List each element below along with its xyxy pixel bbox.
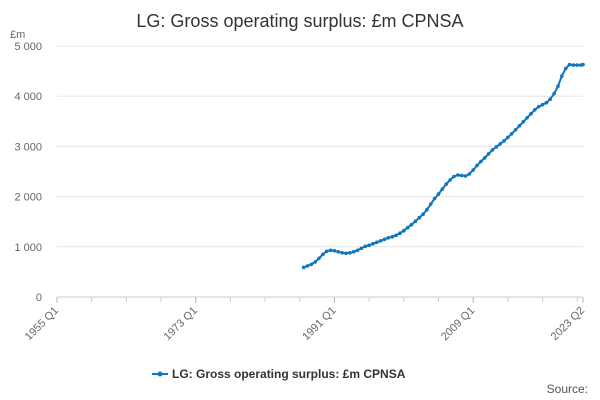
data-point[interactable] bbox=[536, 104, 541, 109]
data-point[interactable] bbox=[378, 239, 383, 243]
data-point[interactable] bbox=[459, 173, 464, 178]
data-point[interactable] bbox=[371, 242, 375, 246]
data-point[interactable] bbox=[309, 262, 314, 267]
data-point[interactable] bbox=[432, 196, 437, 201]
data-point[interactable] bbox=[321, 252, 325, 257]
data-point[interactable] bbox=[402, 228, 406, 233]
data-point[interactable] bbox=[529, 112, 533, 116]
data-point[interactable] bbox=[348, 251, 352, 255]
data-point[interactable] bbox=[513, 128, 518, 132]
data-point[interactable] bbox=[517, 124, 522, 128]
data-point[interactable] bbox=[375, 240, 379, 245]
data-point[interactable] bbox=[363, 244, 368, 249]
data-point[interactable] bbox=[440, 187, 445, 191]
data-point[interactable] bbox=[506, 135, 510, 140]
legend[interactable]: LG: Gross operating surplus: £m CPNSA bbox=[152, 367, 406, 381]
y-tick-label: 1 000 bbox=[14, 242, 42, 254]
x-tick-label: 1991 Q1 bbox=[300, 305, 338, 343]
chart-title: LG: Gross operating surplus: £m CPNSA bbox=[136, 11, 463, 31]
data-point[interactable] bbox=[509, 132, 514, 136]
y-tick-label: 0 bbox=[36, 292, 42, 304]
data-point[interactable] bbox=[533, 108, 537, 112]
data-point[interactable] bbox=[575, 63, 579, 67]
y-tick-label: 5 000 bbox=[14, 41, 42, 53]
data-point[interactable] bbox=[452, 174, 456, 179]
data-point[interactable] bbox=[405, 225, 410, 230]
data-point[interactable] bbox=[490, 148, 495, 152]
data-point[interactable] bbox=[502, 139, 506, 143]
data-point[interactable] bbox=[417, 215, 422, 220]
data-point[interactable] bbox=[479, 159, 483, 164]
source-label: Source: bbox=[547, 382, 588, 396]
gridlines bbox=[57, 45, 583, 248]
x-tick-label: 1955 Q1 bbox=[23, 305, 61, 343]
data-point[interactable] bbox=[548, 97, 552, 101]
data-point[interactable] bbox=[560, 74, 564, 78]
data-point[interactable] bbox=[571, 63, 576, 67]
data-point[interactable] bbox=[475, 163, 479, 168]
data-point[interactable] bbox=[394, 233, 398, 238]
data-point[interactable] bbox=[409, 222, 414, 227]
data-point[interactable] bbox=[521, 120, 526, 124]
data-point[interactable] bbox=[359, 246, 364, 251]
data-point[interactable] bbox=[301, 265, 306, 270]
y-axis-unit-label: £m bbox=[10, 29, 25, 41]
x-tick-label: 1973 Q1 bbox=[162, 305, 200, 343]
data-point[interactable] bbox=[324, 249, 329, 254]
data-point[interactable] bbox=[421, 212, 425, 216]
series-line bbox=[302, 63, 584, 269]
data-point[interactable] bbox=[386, 236, 391, 240]
data-point[interactable] bbox=[398, 231, 402, 235]
legend-series-label: LG: Gross operating surplus: £m CPNSA bbox=[172, 367, 406, 381]
data-point[interactable] bbox=[313, 260, 318, 264]
data-point[interactable] bbox=[471, 168, 476, 172]
y-tick-label: 3 000 bbox=[14, 141, 42, 153]
data-point[interactable] bbox=[444, 182, 449, 186]
data-point[interactable] bbox=[305, 264, 310, 268]
data-point[interactable] bbox=[390, 235, 395, 239]
x-tick-label: 2009 Q1 bbox=[439, 305, 477, 343]
data-point[interactable] bbox=[482, 156, 487, 160]
data-point[interactable] bbox=[328, 248, 333, 253]
data-point[interactable] bbox=[336, 250, 341, 254]
data-point[interactable] bbox=[567, 62, 572, 67]
legend-series-marker bbox=[157, 371, 163, 377]
data-point[interactable] bbox=[556, 84, 560, 88]
data-point[interactable] bbox=[494, 145, 499, 149]
data-point[interactable] bbox=[344, 251, 348, 256]
data-point[interactable] bbox=[340, 251, 345, 255]
data-point[interactable] bbox=[351, 250, 356, 254]
data-point[interactable] bbox=[486, 152, 491, 156]
data-point[interactable] bbox=[581, 62, 585, 67]
data-point[interactable] bbox=[467, 172, 472, 176]
y-tick-label: 4 000 bbox=[14, 91, 42, 103]
data-point[interactable] bbox=[525, 116, 529, 120]
data-point[interactable] bbox=[498, 142, 503, 146]
data-point[interactable] bbox=[544, 100, 549, 105]
data-point[interactable] bbox=[355, 248, 360, 253]
data-point[interactable] bbox=[540, 102, 545, 107]
y-tick-label: 2 000 bbox=[14, 192, 42, 204]
x-axis-ticks: 1955 Q1 1973 Q1 1991 Q1 2009 Q1 2023 Q2 bbox=[23, 297, 587, 343]
data-point[interactable] bbox=[382, 237, 387, 242]
x-tick-label: 2023 Q2 bbox=[549, 305, 587, 343]
data-point[interactable] bbox=[429, 202, 433, 206]
data-point[interactable] bbox=[367, 243, 371, 248]
series-group bbox=[301, 62, 585, 270]
data-point[interactable] bbox=[317, 256, 321, 261]
data-point[interactable] bbox=[425, 207, 429, 212]
data-point[interactable] bbox=[456, 173, 460, 177]
data-point[interactable] bbox=[563, 66, 568, 71]
y-axis-ticks: 0 1 000 2 000 3 000 4 000 5 000 bbox=[14, 41, 42, 304]
data-point[interactable] bbox=[332, 249, 337, 253]
data-point[interactable] bbox=[463, 174, 468, 178]
data-point[interactable] bbox=[436, 192, 441, 196]
data-point[interactable] bbox=[448, 178, 452, 182]
data-point[interactable] bbox=[552, 91, 556, 96]
data-point[interactable] bbox=[413, 219, 418, 223]
